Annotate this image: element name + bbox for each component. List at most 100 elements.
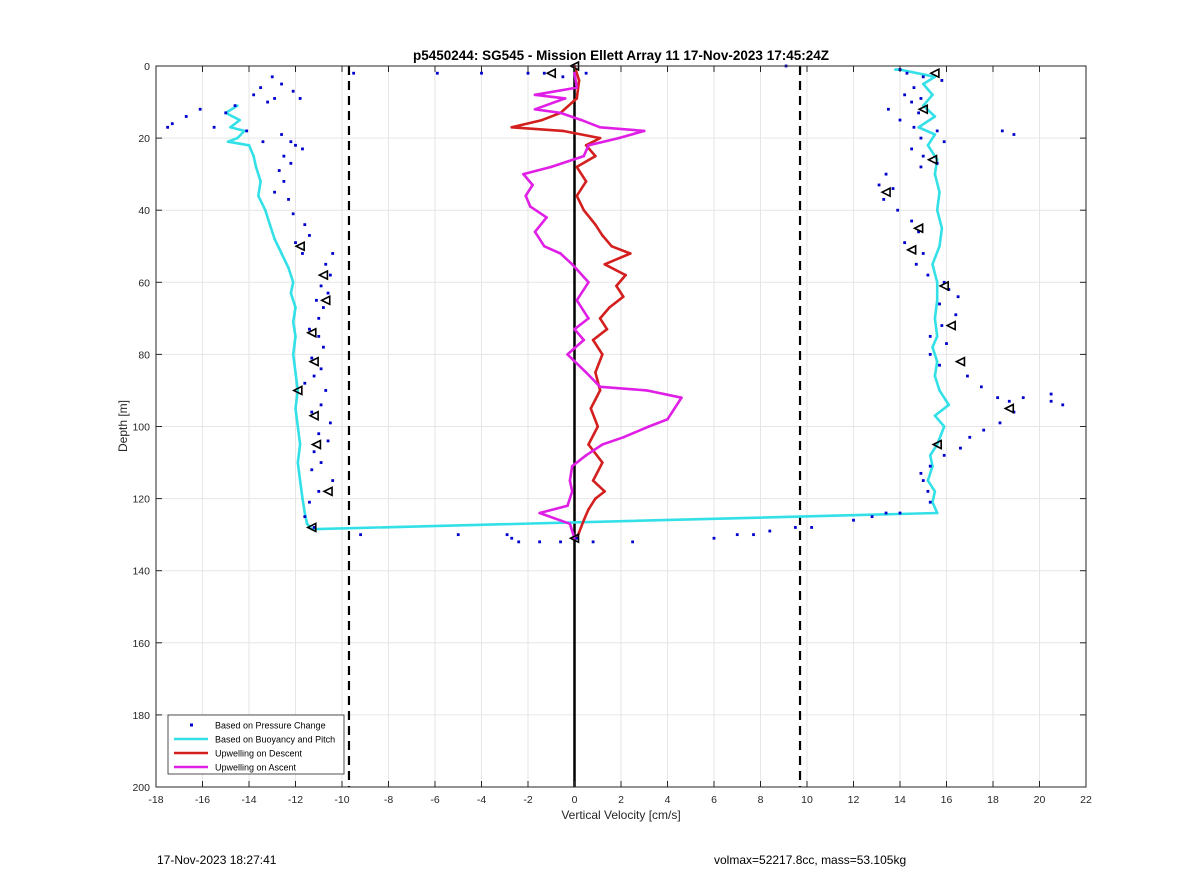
x-tick-label: -8 bbox=[384, 794, 393, 806]
pressure-point bbox=[287, 197, 290, 201]
series-point bbox=[236, 136, 239, 140]
pressure-point bbox=[959, 446, 962, 450]
footer-stats: volmax=52217.8cc, mass=53.105kg bbox=[714, 853, 907, 867]
series-upwelling-on-descent bbox=[510, 64, 632, 540]
series-point bbox=[642, 129, 646, 133]
triangle-marker bbox=[317, 269, 329, 281]
series-point bbox=[931, 500, 934, 504]
x-axis-ticks: -18 -16 -14 -12 -10 -8 -6 -4 -2 0 2 4 6 8 10 12 14 16 18 20… bbox=[148, 66, 1092, 806]
series-point bbox=[575, 97, 579, 100]
series-point bbox=[933, 317, 937, 320]
triangle-marker bbox=[929, 67, 940, 79]
legend-label: Based on Buoyancy and Pitch bbox=[215, 735, 335, 745]
pressure-point bbox=[294, 143, 297, 147]
pressure-point bbox=[928, 334, 932, 338]
series-point bbox=[931, 262, 934, 266]
pressure-point bbox=[270, 75, 274, 79]
triangle-marker bbox=[294, 240, 305, 252]
legend-label: Upwelling on Descent bbox=[215, 749, 303, 759]
series-point bbox=[568, 522, 572, 526]
series-point bbox=[584, 454, 588, 457]
series-layer bbox=[166, 64, 1065, 544]
pressure-point bbox=[559, 540, 562, 544]
pressure-point bbox=[303, 223, 307, 227]
series-point bbox=[582, 518, 586, 522]
pressure-point bbox=[898, 118, 902, 122]
pressure-point bbox=[510, 536, 514, 540]
pressure-point bbox=[919, 165, 923, 169]
series-point bbox=[931, 464, 934, 468]
x-tick-label: 12 bbox=[848, 794, 860, 806]
series-point bbox=[243, 129, 246, 133]
series-point bbox=[226, 140, 230, 144]
x-tick-label: -2 bbox=[523, 794, 532, 806]
series-point bbox=[591, 479, 595, 482]
triangle-marker bbox=[308, 356, 319, 367]
pressure-point bbox=[317, 432, 321, 436]
x-tick-label: 22 bbox=[1080, 794, 1092, 806]
series-point bbox=[601, 461, 604, 464]
pressure-point bbox=[928, 353, 932, 356]
series-point bbox=[935, 443, 939, 446]
pressure-point bbox=[538, 540, 542, 544]
series-point bbox=[933, 133, 937, 136]
pressure-point bbox=[942, 140, 946, 144]
series-point bbox=[538, 511, 541, 515]
series-point bbox=[582, 338, 586, 342]
pressure-point bbox=[1061, 403, 1065, 407]
pressure-point bbox=[289, 161, 293, 165]
pressure-point bbox=[324, 389, 328, 392]
series-point bbox=[533, 107, 537, 111]
pressure-point bbox=[312, 450, 316, 454]
x-tick-label: 8 bbox=[758, 794, 764, 806]
footer-timestamp: 17-Nov-2023 18:27:41 bbox=[157, 853, 277, 867]
series-point bbox=[603, 490, 607, 493]
pressure-point bbox=[280, 133, 283, 136]
pressure-point bbox=[591, 540, 595, 544]
pressure-point bbox=[312, 374, 316, 378]
pressure-point bbox=[1007, 399, 1011, 403]
series-point bbox=[531, 183, 534, 187]
series-point bbox=[935, 299, 939, 302]
y-tick-label: 100 bbox=[132, 422, 150, 434]
series-point bbox=[582, 208, 586, 212]
series-point bbox=[598, 125, 602, 129]
series-point bbox=[263, 208, 267, 212]
series-point bbox=[947, 403, 951, 407]
series-point bbox=[575, 194, 579, 198]
series-point bbox=[568, 479, 572, 482]
pressure-point bbox=[315, 298, 318, 302]
pressure-point bbox=[273, 190, 276, 194]
x-tick-label: 20 bbox=[1034, 794, 1046, 806]
pressure-point bbox=[921, 479, 925, 482]
series-point bbox=[575, 86, 579, 89]
pressure-point bbox=[322, 306, 325, 309]
series-point bbox=[610, 244, 613, 248]
series-point bbox=[573, 536, 576, 540]
triangle-marker bbox=[905, 244, 917, 256]
series-point bbox=[938, 389, 941, 392]
pressure-point bbox=[910, 100, 914, 104]
y-tick-label: 160 bbox=[132, 638, 150, 650]
pressure-point bbox=[1000, 129, 1004, 133]
triangle-marker bbox=[305, 522, 317, 533]
series-point bbox=[540, 118, 544, 122]
pressure-point bbox=[752, 533, 755, 537]
series-point bbox=[933, 172, 937, 176]
pressure-point bbox=[938, 363, 941, 367]
series-point bbox=[298, 443, 302, 446]
series-point bbox=[587, 281, 590, 284]
pressure-point bbox=[584, 71, 588, 75]
pressure-point bbox=[886, 107, 890, 111]
pressure-point bbox=[910, 147, 914, 151]
series-point bbox=[591, 338, 595, 342]
pressure-point bbox=[245, 129, 249, 133]
series-point bbox=[294, 335, 297, 338]
series-point bbox=[596, 425, 600, 428]
series-point bbox=[935, 511, 939, 515]
pressure-point bbox=[852, 518, 855, 522]
triangle-marker bbox=[880, 186, 891, 198]
pressure-point bbox=[914, 262, 918, 266]
triangle-marker bbox=[292, 385, 303, 396]
